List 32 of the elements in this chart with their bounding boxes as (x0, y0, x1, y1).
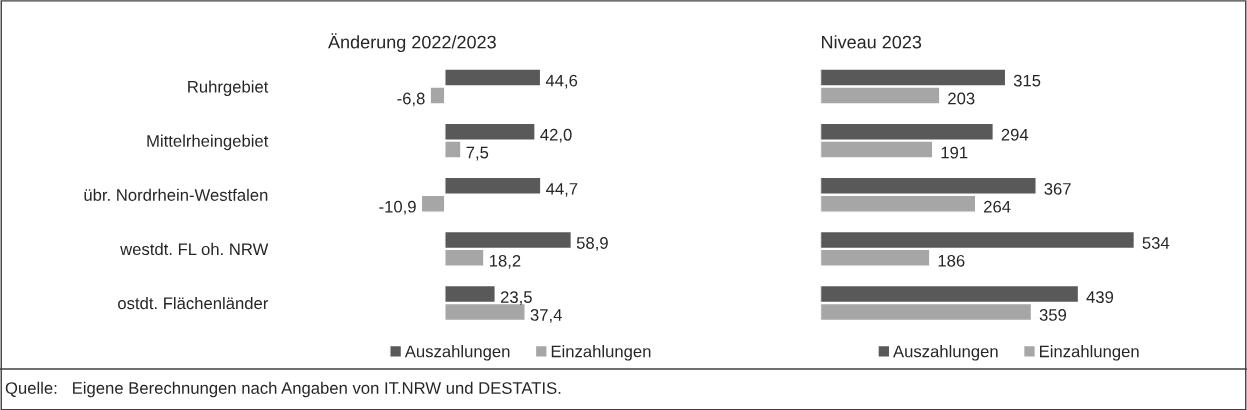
data-label: 439 (1086, 291, 1114, 303)
y-tick-label: übr. Nordrhein-Westfalen (84, 188, 268, 201)
data-label: 7,5 (466, 146, 489, 161)
data-label: 315 (1013, 74, 1041, 87)
data-label: 42,0 (540, 128, 572, 143)
data-label: 264 (984, 200, 1011, 213)
data-label: -10,9 (379, 200, 416, 215)
data-label: 37,4 (530, 309, 562, 323)
data-label: 367 (1044, 182, 1071, 195)
chart-title: Niveau 2023 (822, 35, 922, 49)
y-tick-label: Mittelrheingebiet (147, 134, 269, 151)
source-note: Quelle: Eigene Berechnungen nach Angaben von IT.NRW und DESTATIS. (5, 381, 561, 398)
legend-label: Auszahlungen (404, 345, 510, 361)
data-label: 44,7 (546, 183, 578, 197)
legend-label: Einzahlungen (1040, 345, 1139, 361)
data-label: -6,8 (397, 92, 425, 107)
data-label: 58,9 (576, 237, 608, 251)
data-label: 359 (1039, 309, 1067, 321)
data-label: 203 (948, 92, 975, 105)
data-label: 191 (941, 146, 968, 159)
y-tick-label: ostdt. Flächenländer (118, 296, 269, 310)
data-label: 186 (938, 254, 965, 267)
data-label: 294 (1001, 128, 1029, 141)
chart-title: Änderung 2022/2023 (328, 33, 496, 53)
legend-label: Auszahlungen (893, 345, 998, 361)
data-label: 23,5 (500, 291, 532, 305)
data-label: 534 (1142, 237, 1170, 249)
y-tick-label: westdt. FL oh. NRW (120, 242, 269, 256)
data-label: 44,6 (545, 74, 578, 89)
data-label: 18,2 (489, 254, 521, 269)
legend-label: Einzahlungen (551, 345, 651, 361)
y-tick-label: Ruhrgebiet (188, 80, 269, 97)
